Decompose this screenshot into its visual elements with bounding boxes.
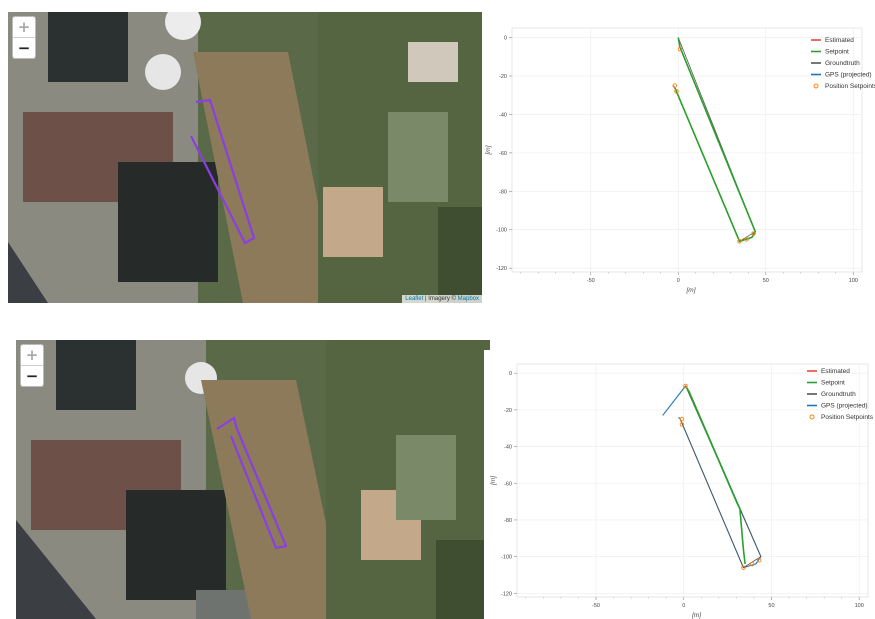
y-tick-label: -120	[501, 591, 512, 597]
zoom-out-button[interactable]: −	[17, 39, 31, 57]
position-setpoint-marker	[679, 416, 685, 422]
legend-label: Estimated	[821, 368, 850, 375]
position-setpoint-marker	[674, 89, 679, 94]
legend-label: Position Setpoints	[821, 414, 874, 421]
map-panel-bottom[interactable]: + −	[16, 340, 490, 619]
satellite-imagery	[16, 340, 490, 619]
legend-label: Setpoint	[825, 49, 849, 56]
series-line-setpoint	[684, 385, 746, 565]
x-tick-label: 0	[682, 603, 685, 609]
legend-label: GPS (projected)	[825, 72, 872, 79]
trajectory-chart: 0 -20 -40 -60 -80 -100 -120 -50 0 50 100 [m] [m] Esti…	[485, 27, 875, 294]
y-tick-label: -100	[501, 555, 512, 561]
position-setpoint-marker	[741, 565, 746, 570]
map-attribution: Leaflet | Imagery © Mapbox	[402, 295, 482, 303]
legend-label: Position Setpoints	[825, 83, 875, 90]
leaflet-link[interactable]: Leaflet	[405, 296, 424, 302]
legend-label: GPS (projected)	[821, 403, 868, 410]
y-tick-label: -60	[499, 151, 507, 157]
legend-label: Setpoint	[821, 380, 845, 387]
x-axis-label: [m]	[691, 612, 701, 619]
y-tick-label: -20	[504, 408, 512, 414]
legend-swatch	[813, 83, 819, 89]
zoom-out-button[interactable]: −	[25, 367, 39, 385]
map-panel-top[interactable]: + − Leaflet | Imagery © Mapbox	[8, 12, 482, 303]
y-tick-label: -40	[504, 445, 512, 451]
y-axis-label: [m]	[490, 476, 497, 486]
x-tick-label: -50	[587, 278, 595, 284]
attribution-text: | Imagery ©	[423, 296, 458, 302]
plot-frame	[516, 363, 869, 598]
y-tick-label: -20	[499, 74, 507, 80]
plot-frame	[511, 27, 863, 273]
y-tick-label: -80	[499, 189, 507, 195]
trajectory-plot-bottom: 0 -20 -40 -60 -80 -100 -120 -50 0 50 100 [m] [m] Esti…	[484, 350, 875, 619]
position-setpoint-marker	[683, 383, 688, 389]
position-setpoint-marker	[672, 83, 677, 88]
x-tick-label: 100	[855, 603, 864, 609]
zoom-control: + −	[12, 16, 36, 59]
position-setpoint-marker	[751, 231, 756, 236]
zoom-in-button[interactable]: +	[21, 345, 43, 366]
series-line-setpoint	[674, 37, 757, 243]
y-tick-label: -40	[499, 112, 507, 118]
mapbox-link[interactable]: Mapbox	[457, 296, 479, 302]
route-path	[190, 98, 256, 245]
y-tick-label: -60	[504, 481, 512, 487]
legend-swatch	[809, 414, 815, 420]
x-tick-label: 0	[677, 278, 680, 284]
legend-label: Estimated	[825, 37, 854, 44]
y-tick-label: -120	[496, 266, 507, 272]
trajectory-plot-top: 0 -20 -40 -60 -80 -100 -120 -50 0 50 100 [m] [m] Esti…	[484, 20, 875, 305]
zoom-control: + −	[20, 344, 44, 387]
legend-label: Groundtruth	[821, 391, 856, 398]
x-tick-label: -50	[592, 603, 600, 609]
position-setpoint-marker	[749, 561, 755, 567]
zoom-in-button[interactable]: +	[13, 17, 35, 38]
y-tick-label: 0	[509, 371, 512, 377]
y-tick-label: 0	[504, 36, 507, 42]
position-setpoint-marker	[737, 239, 742, 244]
y-tick-label: -80	[504, 518, 512, 524]
position-setpoint-marker	[744, 237, 749, 242]
route-path	[216, 416, 288, 550]
x-tick-label: 50	[768, 603, 774, 609]
trajectory-chart: 0 -20 -40 -60 -80 -100 -120 -50 0 50 100 [m] [m] Esti…	[490, 363, 874, 619]
y-axis-label: [m]	[485, 145, 492, 155]
x-tick-label: 50	[763, 278, 769, 284]
position-setpoint-marker	[679, 422, 685, 427]
x-axis-label: [m]	[685, 287, 695, 294]
position-setpoint-marker	[756, 558, 762, 563]
x-tick-label: 100	[849, 278, 858, 284]
position-setpoint-marker	[677, 46, 683, 52]
legend-label: Groundtruth	[825, 60, 860, 67]
y-tick-label: -100	[496, 228, 507, 234]
satellite-imagery	[8, 12, 482, 303]
